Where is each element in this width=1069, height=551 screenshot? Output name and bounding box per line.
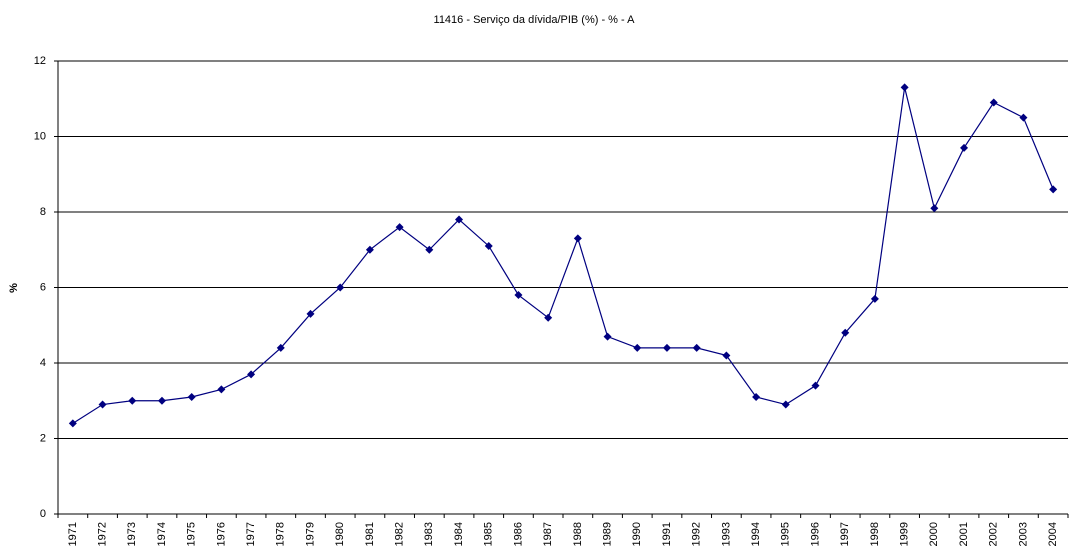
marker xyxy=(247,370,256,379)
x-tick-label: 2000 xyxy=(928,522,940,546)
marker xyxy=(603,332,612,341)
x-tick-label: 1992 xyxy=(691,522,703,546)
x-tick-label: 1997 xyxy=(839,522,851,546)
x-tick-label: 1976 xyxy=(215,522,227,546)
x-tick-label: 2001 xyxy=(958,522,970,546)
marker xyxy=(841,328,850,337)
marker xyxy=(662,343,671,352)
x-tick-label: 1981 xyxy=(364,522,376,546)
y-tick-label: 4 xyxy=(40,357,46,369)
x-tick-label: 1983 xyxy=(423,522,435,546)
marker xyxy=(395,223,404,232)
marker xyxy=(425,245,434,254)
x-tick-label: 1987 xyxy=(542,522,554,546)
x-tick-label: 1994 xyxy=(750,522,762,546)
marker xyxy=(544,313,553,322)
marker xyxy=(514,291,523,300)
marker xyxy=(336,283,345,292)
marker xyxy=(276,343,285,352)
marker xyxy=(930,204,939,213)
chart-title: 11416 - Serviço da dívida/PIB (%) - % - … xyxy=(434,14,636,26)
x-tick-label: 1978 xyxy=(275,522,287,546)
y-tick-label: 2 xyxy=(40,432,46,444)
x-tick-label: 2002 xyxy=(988,522,1000,546)
y-axis-label: % xyxy=(8,283,20,293)
marker xyxy=(217,385,226,394)
x-tick-label: 2003 xyxy=(1017,522,1029,546)
marker xyxy=(484,241,493,250)
x-tick-label: 1972 xyxy=(96,522,108,546)
marker xyxy=(157,396,166,405)
x-tick-label: 1991 xyxy=(661,522,673,546)
x-tick-label: 1982 xyxy=(394,522,406,546)
y-tick-label: 0 xyxy=(40,508,46,520)
marker xyxy=(187,392,196,401)
marker xyxy=(98,400,107,409)
marker xyxy=(900,83,909,92)
line xyxy=(72,87,1054,424)
x-tick-label: 1999 xyxy=(899,522,911,546)
x-tick-label: 1996 xyxy=(809,522,821,546)
marker xyxy=(455,215,464,224)
marker xyxy=(870,294,879,303)
x-tick-label: 1977 xyxy=(245,522,257,546)
x-tick-label: 1980 xyxy=(334,522,346,546)
x-tick-label: 1975 xyxy=(186,522,198,546)
x-tick-label: 1988 xyxy=(572,522,584,546)
x-tick-label: 1986 xyxy=(512,522,524,546)
marker xyxy=(633,343,642,352)
marker xyxy=(306,309,315,318)
marker xyxy=(989,98,998,107)
marker xyxy=(365,245,374,254)
x-tick-label: 1973 xyxy=(126,522,138,546)
marker xyxy=(960,143,969,152)
x-tick-label: 2004 xyxy=(1047,522,1059,546)
marker xyxy=(128,396,137,405)
x-tick-label: 1971 xyxy=(67,522,79,546)
marker xyxy=(68,419,77,428)
marker xyxy=(692,343,701,352)
x-tick-label: 1990 xyxy=(631,522,643,546)
x-tick-label: 1998 xyxy=(869,522,881,546)
x-tick-label: 1993 xyxy=(720,522,732,546)
x-tick-label: 1989 xyxy=(601,522,613,546)
marker xyxy=(811,381,820,390)
marker xyxy=(752,392,761,401)
y-tick-label: 8 xyxy=(40,206,46,218)
marker xyxy=(1019,113,1028,122)
marker xyxy=(722,351,731,360)
x-tick-label: 1984 xyxy=(453,522,465,546)
marker xyxy=(781,400,790,409)
x-tick-label: 1979 xyxy=(304,522,316,546)
marker xyxy=(1049,185,1058,194)
x-tick-label: 1974 xyxy=(156,522,168,546)
marker xyxy=(573,234,582,243)
x-tick-label: 1985 xyxy=(483,522,495,546)
y-tick-label: 6 xyxy=(40,281,46,293)
x-tick-label: 1995 xyxy=(780,522,792,546)
y-tick-label: 12 xyxy=(34,55,46,67)
y-tick-label: 10 xyxy=(34,130,46,142)
